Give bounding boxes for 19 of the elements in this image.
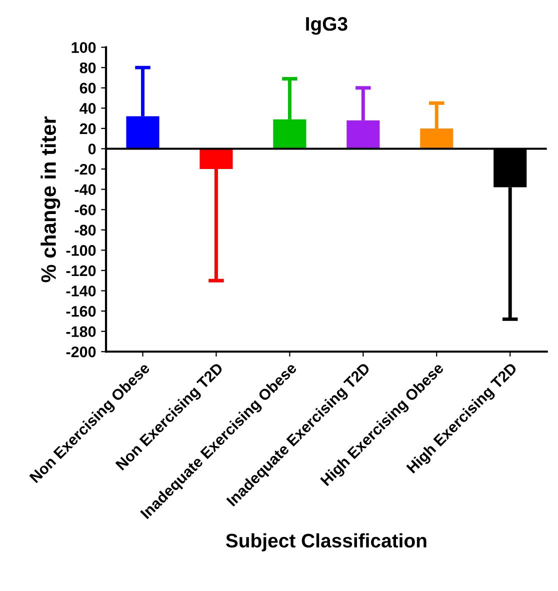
x-axis-title: Subject Classification	[226, 533, 426, 552]
y-tick-label: -160	[66, 306, 96, 317]
y-tick-label: 40	[80, 103, 96, 114]
y-tick-label: -20	[74, 164, 96, 175]
y-tick-label: 60	[80, 82, 96, 94]
y-tick-label: -200	[66, 346, 96, 358]
y-tick-label: -60	[74, 204, 96, 216]
chart-title: IgG3	[306, 17, 348, 35]
y-tick-label: -140	[66, 286, 96, 296]
y-tick-label: -100	[66, 245, 96, 256]
y-tick-label: 0	[88, 144, 96, 154]
y-tick-label: -180	[66, 326, 96, 338]
y-tick-label: 20	[80, 123, 96, 134]
y-tick-label: -120	[66, 265, 96, 276]
y-tick-label: 100	[72, 42, 96, 53]
y-tick-label: 80	[80, 62, 96, 74]
y-axis-title: % change in titer	[40, 116, 60, 282]
y-tick-label: -40	[74, 184, 96, 196]
y-tick-label: -80	[74, 224, 96, 236]
